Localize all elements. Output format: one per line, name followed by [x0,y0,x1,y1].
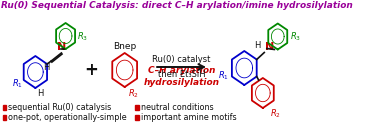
Bar [3,105,6,109]
Text: $R_2$: $R_2$ [270,107,280,120]
Text: N: N [265,42,274,51]
Text: $R_3$: $R_3$ [77,31,88,43]
Text: $R_3$: $R_3$ [290,30,301,43]
Bar [3,115,6,120]
Text: N: N [57,42,66,52]
Bar [135,115,139,120]
Text: $R_1$: $R_1$ [12,78,23,90]
Bar [135,105,139,109]
Text: then Et₃SiH: then Et₃SiH [158,70,205,79]
Text: one-pot, operationally-simple: one-pot, operationally-simple [8,113,127,122]
Text: $R_2$: $R_2$ [128,88,139,100]
Text: $R_1$: $R_1$ [218,70,229,82]
Text: H: H [37,89,43,98]
Text: Bnep: Bnep [113,42,136,51]
Text: neutral conditions: neutral conditions [141,103,213,113]
Text: sequential Ru(0) catalysis: sequential Ru(0) catalysis [8,103,112,113]
Text: H: H [254,42,260,51]
Text: hydrosilylation: hydrosilylation [144,78,220,87]
Text: important amine motifs: important amine motifs [141,113,236,122]
Text: C–H arylation: C–H arylation [148,66,215,75]
Text: +: + [84,61,98,79]
Text: H: H [43,63,50,72]
Text: Ru(0) catalyst: Ru(0) catalyst [152,55,211,64]
Text: Ru(0) Sequential Catalysis: direct C–H arylation/imine hydrosilylation: Ru(0) Sequential Catalysis: direct C–H a… [1,1,353,10]
